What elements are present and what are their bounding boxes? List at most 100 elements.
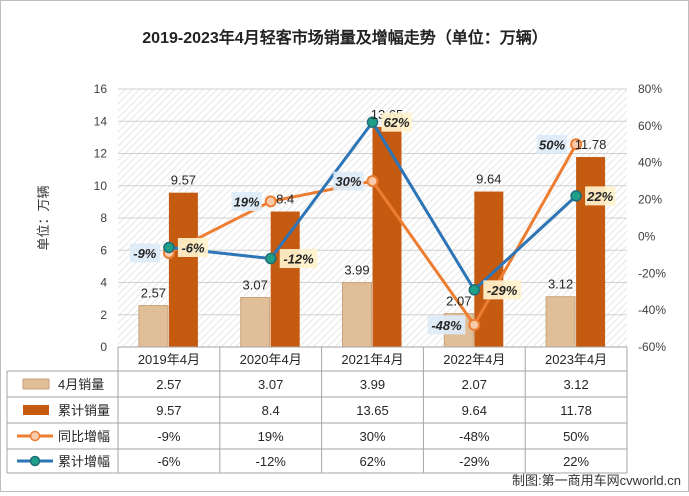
table-cell: 8.4 <box>262 403 280 418</box>
y-axis-label: 单位：万辆 <box>36 185 51 250</box>
table-cell: -48% <box>459 429 490 444</box>
chart-title: 2019-2023年4月轻客市场销量及增幅走势（单位：万辆） <box>142 28 547 47</box>
yoy-data-label: -9% <box>133 246 157 261</box>
table-cell: 9.57 <box>156 403 181 418</box>
y-tick-label: 16 <box>94 82 108 96</box>
bar-data-label: 9.57 <box>171 173 196 188</box>
yoy-data-label-box <box>231 191 262 211</box>
cumulative-data-label: -6% <box>181 240 205 255</box>
line-point <box>366 175 379 188</box>
y2-tick-label: 0% <box>638 229 656 243</box>
bar-data-label: 2.57 <box>141 286 166 301</box>
y2-tick-label: 80% <box>638 82 662 96</box>
bar <box>240 296 271 348</box>
x-category-label: 2020年4月 <box>240 352 302 367</box>
table-cell: 3.99 <box>360 377 385 392</box>
y2-tick-label: 20% <box>638 193 662 207</box>
y2-tick-label: 40% <box>638 156 662 170</box>
bar <box>576 157 606 347</box>
table-cell: -12% <box>256 454 287 469</box>
table-cell: 11.78 <box>560 403 592 418</box>
cumulative-data-label-box <box>279 249 318 269</box>
y-tick-label: 12 <box>94 147 108 161</box>
table-cell: 62% <box>359 454 385 469</box>
table-cell: -29% <box>459 454 490 469</box>
legend-key <box>23 405 49 415</box>
bar-data-label: 9.64 <box>476 172 501 187</box>
legend-key-marker <box>29 455 41 467</box>
x-category-label: 2021年4月 <box>341 352 403 367</box>
yoy-data-label: 19% <box>234 194 260 209</box>
cumulative-data-label: -29% <box>487 283 518 298</box>
legend-key-marker <box>29 430 41 442</box>
y-tick-label: 6 <box>100 243 107 257</box>
cumulative-data-label: -12% <box>283 252 314 267</box>
table-cell: 2.07 <box>462 377 487 392</box>
table-cell: -6% <box>157 454 181 469</box>
yoy-data-label: 30% <box>335 174 361 189</box>
table-cell: 19% <box>258 429 284 444</box>
bar <box>138 305 169 348</box>
y-tick-label: 4 <box>100 276 107 290</box>
line-point <box>264 252 277 265</box>
x-category-label: 2019年4月 <box>138 352 200 367</box>
table-cell: 30% <box>359 429 385 444</box>
table-cell: 3.12 <box>563 377 588 392</box>
cumulative-data-label-box <box>483 280 521 300</box>
legend-series-name: 4月销量 <box>58 377 104 392</box>
y-tick-label: 10 <box>94 179 108 193</box>
cumulative-data-label-box <box>177 237 209 257</box>
line-point <box>570 138 583 151</box>
yoy-data-label-box <box>427 315 466 335</box>
legend-series-name: 同比增幅 <box>58 429 110 444</box>
yoy-data-label-box <box>536 134 568 154</box>
table-cell: 22% <box>563 454 589 469</box>
y2-tick-label: -40% <box>638 303 666 317</box>
line-point <box>264 195 277 208</box>
bar <box>270 211 300 347</box>
x-category-label: 2022年4月 <box>443 352 505 367</box>
bar-data-label: 3.07 <box>243 277 268 292</box>
cumulative-data-label: 22% <box>586 189 613 204</box>
line-point <box>366 116 379 128</box>
bar-data-label: 8.4 <box>276 192 294 207</box>
bar-data-label: 2.07 <box>446 294 471 309</box>
x-category-label: 2023年4月 <box>545 352 607 367</box>
y-tick-label: 14 <box>94 114 108 128</box>
line-point <box>570 190 582 202</box>
line-point <box>163 241 175 254</box>
legend-series-name: 累计销量 <box>58 403 110 418</box>
credit-text: 制图:第一商用车网cvworld.cn <box>512 473 681 488</box>
legend-series-name: 累计增幅 <box>58 454 110 469</box>
table-cell: 50% <box>563 429 589 444</box>
cumulative-data-label-box <box>585 186 616 206</box>
y2-tick-label: 60% <box>638 119 662 133</box>
table-cell: -9% <box>157 429 181 444</box>
yoy-data-label-box <box>333 171 364 191</box>
bar <box>168 192 198 347</box>
bar-data-label: 11.78 <box>575 137 607 152</box>
bar <box>545 296 576 348</box>
y2-tick-label: -60% <box>638 340 666 354</box>
bar <box>342 282 372 348</box>
y-tick-label: 0 <box>100 340 107 354</box>
line-point <box>468 318 481 331</box>
yoy-data-label: 50% <box>539 137 565 152</box>
bar-data-label: 3.99 <box>344 263 369 278</box>
table-cell: 13.65 <box>356 403 389 418</box>
table-cell: 2.57 <box>156 377 181 392</box>
table-cell: 3.07 <box>258 377 283 392</box>
cumulative-data-label: 62% <box>384 115 410 130</box>
cumulative-data-label-box <box>381 112 412 132</box>
y-tick-label: 8 <box>100 211 107 225</box>
yoy-data-label: -48% <box>431 318 462 333</box>
y-tick-label: 2 <box>100 308 107 322</box>
line-point <box>468 284 481 296</box>
bar-data-label: 3.12 <box>548 277 573 292</box>
table-cell: 9.64 <box>462 403 487 418</box>
legend-key <box>22 378 50 390</box>
yoy-data-label-box <box>129 243 160 263</box>
y2-tick-label: -20% <box>638 266 666 280</box>
